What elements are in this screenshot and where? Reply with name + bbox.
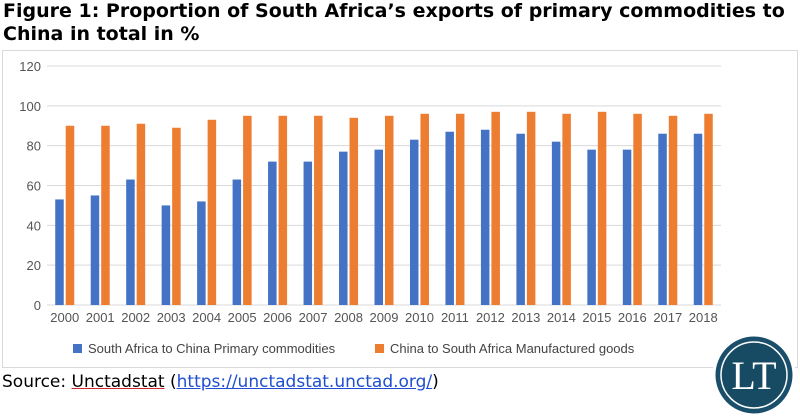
bar-manufactured-goods (597, 111, 607, 305)
x-tick-label: 2014 (547, 310, 576, 325)
x-tick-label: 2003 (157, 310, 186, 325)
bar-primary-commodities (268, 161, 277, 305)
bar-primary-commodities (161, 205, 171, 305)
x-tick-label: 2011 (441, 310, 469, 325)
bar-primary-commodities (232, 179, 242, 305)
x-tick-label: 2000 (50, 310, 79, 325)
bar-primary-commodities (409, 139, 419, 305)
bar-manufactured-goods (65, 125, 75, 305)
x-tick-label: 2001 (86, 310, 115, 325)
chart-area: 0 20 40 60 80 100 120 2000 2001 2002 2003 2004 2005 2… (2, 50, 798, 368)
lt-logo: LT (712, 333, 796, 416)
bar-primary-commodities (55, 199, 64, 305)
bar-manufactured-goods (562, 113, 571, 305)
bar-manufactured-goods (136, 123, 146, 305)
y-tick-label: 40 (27, 218, 41, 233)
bar-manufactured-goods (385, 115, 394, 306)
x-tick-label: 2007 (299, 310, 328, 325)
y-tick-label: 120 (19, 59, 41, 74)
bar-manufactured-goods (455, 113, 465, 305)
source-open: ( (164, 372, 177, 392)
x-tick-label: 2012 (476, 310, 505, 325)
x-tick-label: 2015 (582, 310, 611, 325)
x-tick-label: 2005 (228, 310, 257, 325)
logo-text: LT (731, 353, 776, 398)
y-tick-label: 80 (27, 139, 41, 154)
y-tick-label: 60 (27, 179, 41, 194)
bar-manufactured-goods (526, 111, 536, 305)
bar-primary-commodities (693, 133, 703, 305)
bar-primary-commodities (339, 151, 348, 305)
bar-manufactured-goods (633, 113, 642, 305)
x-tick-label: 2018 (689, 310, 718, 325)
y-tick-label: 100 (19, 99, 41, 114)
source-close: ) (432, 372, 439, 392)
bar-primary-commodities (374, 149, 383, 305)
x-tick-label: 2017 (653, 310, 682, 325)
x-tick-label: 2013 (511, 310, 540, 325)
bar-manufactured-goods (172, 127, 181, 305)
y-tick-label: 0 (34, 298, 41, 313)
bar-manufactured-goods (491, 111, 500, 305)
bar-manufactured-goods (243, 115, 252, 306)
bar-manufactured-goods (704, 113, 713, 305)
source-line: Source: Unctadstat (https://unctadstat.u… (2, 372, 439, 392)
bar-primary-commodities (551, 141, 561, 305)
legend-swatch (375, 344, 384, 353)
legend-label: China to South Africa Manufactured goods (390, 341, 635, 356)
x-tick-label: 2008 (334, 310, 363, 325)
legend-label: South Africa to China Primary commoditie… (88, 341, 336, 356)
bar-manufactured-goods (314, 115, 323, 306)
y-tick-label: 20 (27, 258, 41, 273)
chart-title: Figure 1: Proportion of South Africa’s e… (3, 0, 785, 45)
source-name: Unctadstat (71, 372, 165, 392)
bar-primary-commodities (587, 149, 596, 305)
bar-manufactured-goods (420, 113, 429, 305)
bar-primary-commodities (126, 179, 135, 305)
bar-primary-commodities (445, 131, 454, 305)
bar-manufactured-goods (101, 125, 110, 305)
bar-primary-commodities (480, 129, 490, 305)
source-link[interactable]: https://unctadstat.unctad.org/ (176, 372, 433, 392)
bar-manufactured-goods (668, 115, 678, 306)
legend-swatch (73, 344, 82, 353)
x-tick-label: 2010 (405, 310, 434, 325)
bar-primary-commodities (197, 201, 206, 305)
bar-manufactured-goods (349, 117, 359, 306)
bar-primary-commodities (90, 195, 100, 305)
x-tick-label: 2004 (192, 310, 221, 325)
bar-primary-commodities (516, 133, 525, 305)
bar-primary-commodities (303, 161, 313, 305)
x-tick-label: 2006 (263, 310, 292, 325)
bar-primary-commodities (658, 133, 667, 305)
bar-chart: 0 20 40 60 80 100 120 2000 2001 2002 2003 2004 2005 2… (19, 59, 721, 356)
x-tick-label: 2009 (370, 310, 399, 325)
bar-primary-commodities (622, 149, 632, 305)
x-tick-label: 2002 (121, 310, 150, 325)
bar-manufactured-goods (207, 119, 217, 306)
bar-manufactured-goods (278, 115, 288, 306)
x-tick-label: 2016 (618, 310, 647, 325)
source-prefix: Source: (2, 372, 72, 392)
